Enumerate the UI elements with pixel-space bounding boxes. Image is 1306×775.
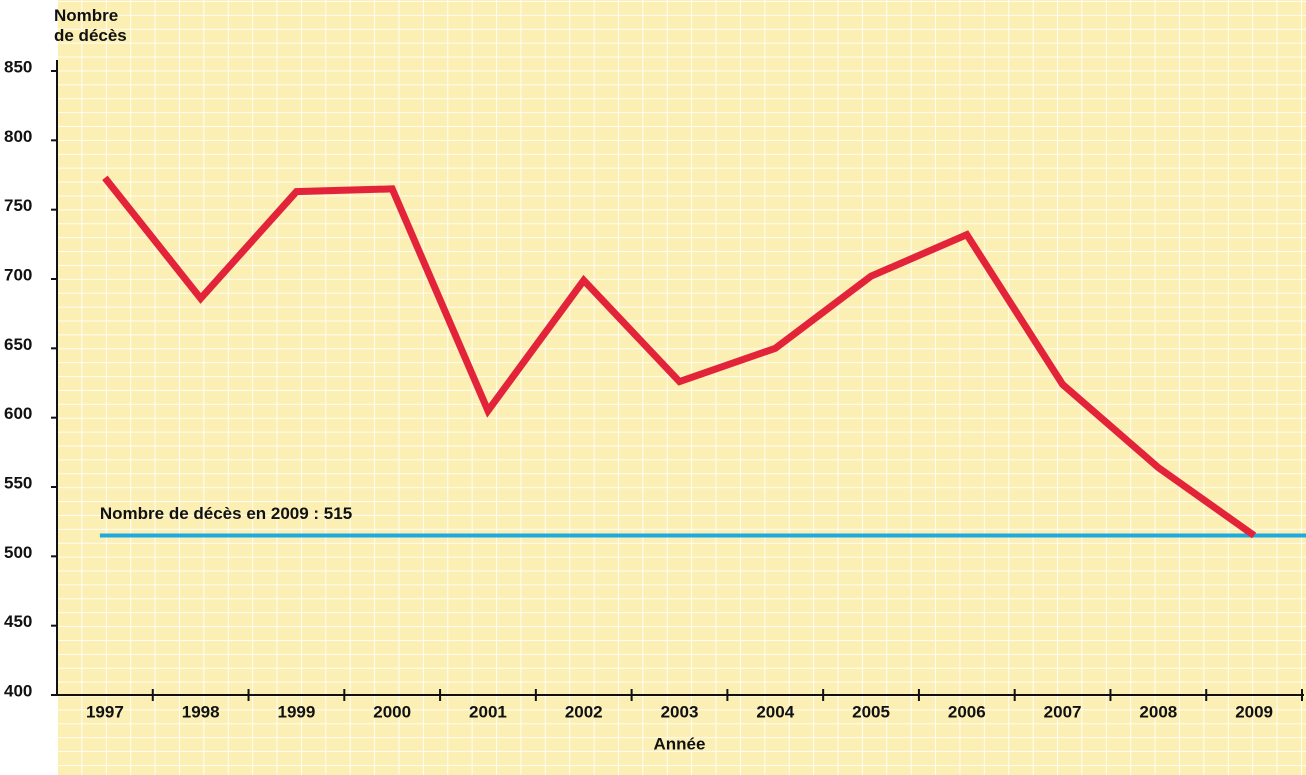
y-tick-label: 500 (4, 543, 32, 562)
x-tick-label: 2005 (852, 702, 890, 721)
y-tick-label: 800 (4, 127, 32, 146)
x-tick-label: 2007 (1044, 702, 1082, 721)
y-tick-label: 550 (4, 473, 32, 492)
y-axis-title: Nombre de décès (54, 6, 127, 45)
reference-label: Nombre de décès en 2009 : 515 (100, 504, 352, 523)
x-axis-title: Année (654, 734, 706, 753)
x-tick-label: 2000 (373, 702, 411, 721)
y-tick-label: 750 (4, 196, 32, 215)
x-tick-label: 2004 (756, 702, 794, 721)
x-tick-label: 1999 (278, 702, 316, 721)
x-tick-label: 2008 (1139, 702, 1177, 721)
x-tick-label: 2006 (948, 702, 986, 721)
y-tick-label: 700 (4, 265, 32, 284)
x-tick-label: 2001 (469, 702, 507, 721)
y-tick-label: 450 (4, 612, 32, 631)
y-tick-label: 850 (4, 57, 32, 76)
x-tick-label: 2003 (661, 702, 699, 721)
x-tick-label: 2002 (565, 702, 603, 721)
x-tick-label: 2009 (1235, 702, 1273, 721)
plot-background (57, 0, 1306, 775)
x-tick-label: 1998 (182, 702, 220, 721)
y-tick-label: 600 (4, 404, 32, 423)
data-line (102, 175, 1257, 539)
y-tick-label: 400 (4, 681, 32, 700)
y-tick-label: 650 (4, 335, 32, 354)
x-tick-label: 1997 (86, 702, 124, 721)
